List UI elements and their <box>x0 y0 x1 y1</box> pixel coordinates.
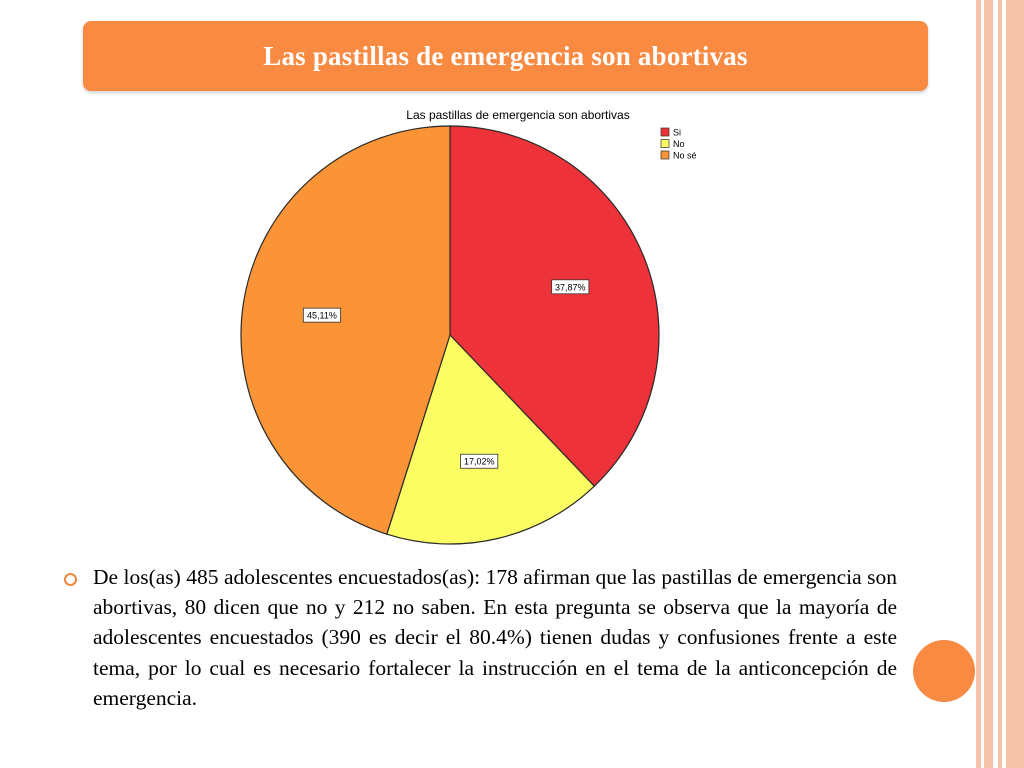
slice-label-text: 37,87% <box>555 282 586 292</box>
chart-title: Las pastillas de emergencia son abortiva… <box>406 108 629 122</box>
slice-label-1: 37,87% <box>551 279 590 295</box>
slice-label-text: 17,02% <box>464 457 495 467</box>
legend-swatch-2 <box>660 139 670 148</box>
slice-label-box <box>302 307 341 323</box>
pie-slice-2 <box>386 333 596 545</box>
slice-label-box <box>460 453 499 469</box>
pie-slice-3 <box>240 125 451 535</box>
legend-label-3: No sé <box>673 151 697 161</box>
bullet-icon <box>64 573 77 586</box>
legend-swatch-1 <box>660 127 670 137</box>
legend-swatch-3 <box>660 150 670 160</box>
decorative-stripes <box>976 0 1024 768</box>
legend-label-1: Si <box>673 128 681 138</box>
body-paragraph: De los(as) 485 adolescentes encuestados(… <box>93 565 897 710</box>
pie-slice-1 <box>449 125 660 488</box>
slice-label-text: 45,11% <box>307 311 337 321</box>
slide-title: Las pastillas de emergencia son abortiva… <box>263 40 748 71</box>
slice-label-2: 17,02% <box>460 453 499 469</box>
slide-title-bar: Las pastillas de emergencia son abortiva… <box>83 21 928 91</box>
legend-label-2: No <box>673 139 685 149</box>
decorative-circle <box>913 640 975 702</box>
slice-label-3: 45,11% <box>302 307 341 323</box>
slice-label-box <box>551 279 590 295</box>
